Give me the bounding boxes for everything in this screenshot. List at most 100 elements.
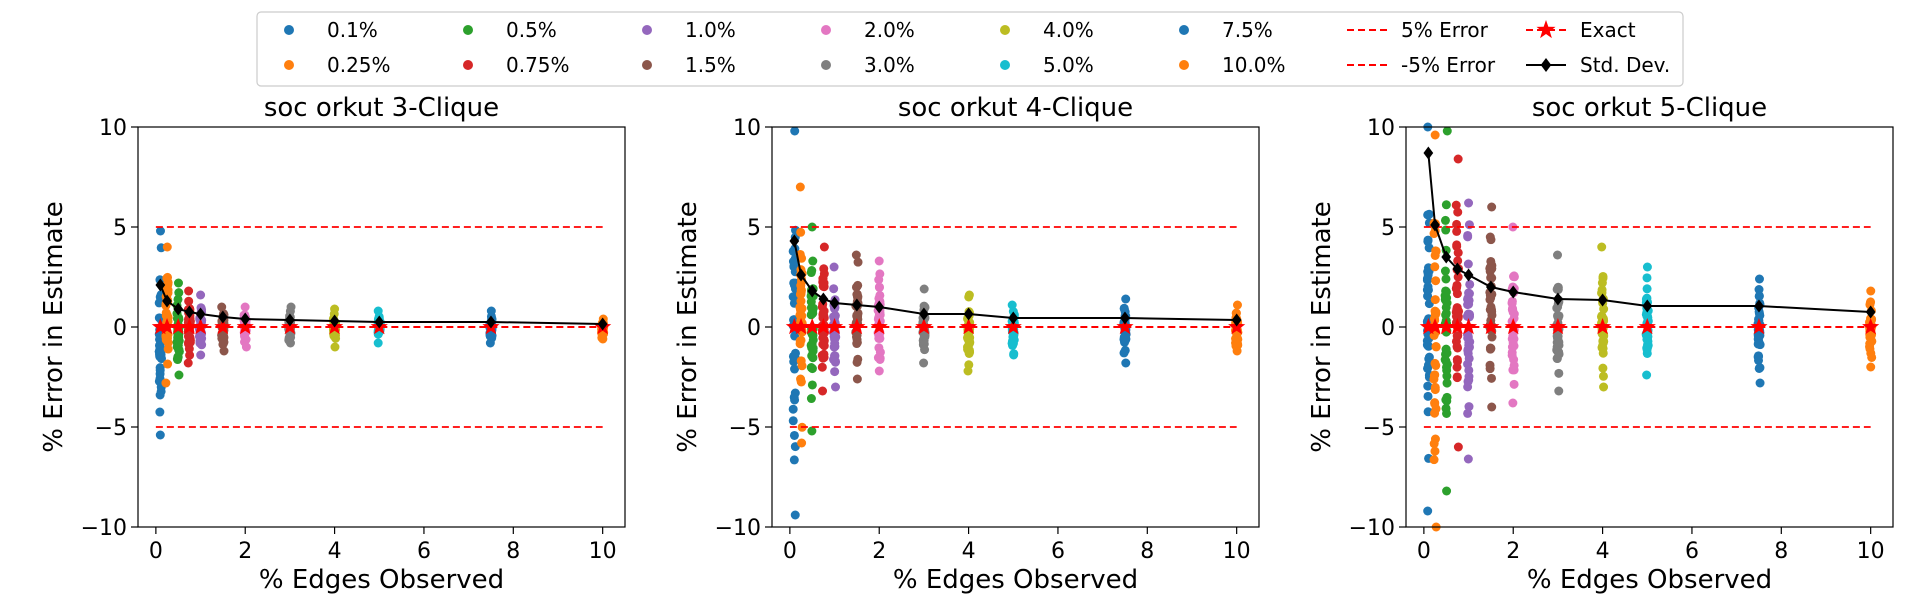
scatter-point (163, 359, 173, 369)
scatter-point (830, 331, 840, 341)
scatter-point (852, 374, 862, 384)
scatter-point (1642, 262, 1652, 272)
scatter-point (1554, 368, 1564, 378)
std-dev-line (1427, 152, 1871, 313)
x-tick-label: 10 (1223, 539, 1251, 564)
legend-entry: 0.25% (284, 53, 391, 77)
scatter-point (1423, 381, 1433, 391)
scatter-point (875, 354, 885, 364)
scatter-point (796, 296, 806, 306)
scatter-point (796, 356, 806, 366)
x-tick-label: 8 (1774, 539, 1788, 564)
y-axis-label: % Error in Estimate (39, 201, 69, 452)
scatter-point (1754, 352, 1764, 362)
scatter-point (1441, 308, 1451, 318)
std-dev-marker (1486, 280, 1496, 294)
scatter-point (185, 337, 195, 347)
y-tick-label: −5 (729, 416, 761, 441)
scatter-point (1755, 363, 1765, 373)
legend-marker (821, 25, 831, 35)
scatter-point (789, 455, 799, 465)
scatter-point (831, 382, 840, 392)
std-dev-marker (240, 312, 251, 326)
scatter-point (830, 342, 840, 352)
scatter-point (789, 392, 799, 402)
scatter-point (1423, 391, 1433, 401)
scatter-point (1597, 242, 1607, 252)
scatter-point (1486, 273, 1496, 283)
scatter-point (163, 272, 173, 282)
scatter-point (1487, 332, 1497, 342)
legend-entry: 3.0% (821, 53, 915, 77)
exact-marker (180, 318, 198, 335)
y-tick-label: 10 (733, 116, 761, 141)
chart-panel: 0 2 4 6 8 10 −10 −5 0 5 10 soc orkut 3-Clique % Edge… (39, 93, 626, 595)
scatter-point (197, 340, 207, 350)
legend-label: 0.1% (327, 18, 378, 42)
x-tick-label: 10 (1857, 539, 1885, 564)
scatter-point (1485, 264, 1495, 274)
scatter-point (790, 364, 800, 374)
scatter-point (807, 266, 817, 276)
chart-panel: 0 2 4 6 8 10 −10 −5 0 5 10 soc orkut 4-Clique % Edge… (673, 93, 1260, 595)
std-dev-marker (195, 307, 206, 321)
legend-entry: 10.0% (1179, 53, 1286, 77)
y-tick-label: 0 (747, 316, 761, 341)
std-dev-marker (818, 292, 829, 306)
scatter-point (240, 302, 250, 312)
y-tick-label: 5 (113, 216, 127, 241)
legend-marker (284, 60, 294, 70)
exact-marker (848, 318, 866, 335)
scatter-point (172, 337, 182, 347)
scatter-point (919, 301, 929, 311)
scatter-point (1232, 300, 1242, 310)
scatter-point (1464, 198, 1474, 208)
scatter-point (1430, 399, 1440, 409)
scatter-point (796, 374, 806, 384)
std-dev-marker (963, 307, 974, 321)
exact-marker (1750, 318, 1768, 335)
std-dev-marker (162, 294, 172, 308)
scatter-point (1440, 266, 1450, 276)
scatter-point (1231, 308, 1241, 318)
scatter-point (1430, 408, 1440, 418)
scatter-point (1452, 356, 1462, 366)
scatter-point (1441, 287, 1451, 297)
x-tick-label: 10 (589, 539, 617, 564)
scatter-point (1507, 296, 1517, 306)
scatter-point (155, 226, 165, 236)
y-axis-label: % Error in Estimate (1307, 201, 1337, 452)
y-tick-label: 10 (1367, 116, 1395, 141)
scatter-point (1452, 373, 1462, 383)
scatter-point (1422, 340, 1432, 350)
scatter-point (174, 347, 184, 357)
x-axis-label: % Edges Observed (893, 565, 1138, 595)
exact-marker (1862, 318, 1880, 335)
scatter-point (1430, 295, 1440, 305)
scatter-point (1509, 271, 1519, 281)
chart-panel: 0 2 4 6 8 10 −10 −5 0 5 10 soc orkut 5-Clique % Edge… (1307, 93, 1894, 595)
scatter-point (1007, 338, 1017, 348)
y-tick-label: 10 (99, 116, 127, 141)
y-tick-label: 5 (747, 216, 761, 241)
scatter-point (1453, 248, 1463, 258)
std-dev-marker (374, 315, 385, 329)
scatter-point (1430, 370, 1440, 380)
scatter-point (1553, 250, 1563, 260)
scatter-point (1441, 345, 1451, 354)
scatter-point (797, 253, 807, 263)
x-tick-label: 8 (506, 539, 520, 564)
scatter-point (155, 363, 165, 373)
scatter-point (1442, 378, 1452, 388)
scatter-point (1429, 455, 1439, 465)
std-dev-marker (807, 284, 818, 298)
y-tick-label: −10 (1349, 516, 1395, 541)
scatter-point (1441, 200, 1451, 210)
scatter-point (964, 339, 974, 349)
scatter-point (853, 257, 863, 267)
scatter-point (829, 262, 839, 272)
scatter-point (1486, 306, 1496, 316)
scatter-point (795, 289, 805, 299)
scatter-point (1465, 311, 1475, 321)
y-tick-label: −10 (715, 516, 761, 541)
